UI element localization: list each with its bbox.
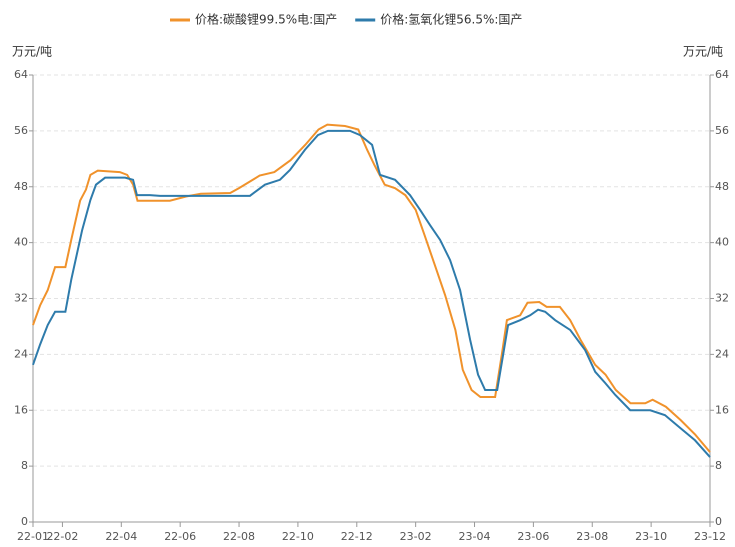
x-tick-label: 22-04 xyxy=(105,530,137,543)
y-axis-label: 万元/吨 xyxy=(12,45,52,59)
y-tick-label: 24 xyxy=(14,347,28,360)
x-tick-label: 22-08 xyxy=(223,530,255,543)
x-tick-label: 22-02 xyxy=(46,530,78,543)
y2-tick-label: 32 xyxy=(715,292,729,305)
x-tick-label: 22-12 xyxy=(341,530,373,543)
y2-axis-label: 万元/吨 xyxy=(683,45,723,59)
y2-tick-label: 24 xyxy=(715,347,729,360)
x-tick-label: 23-10 xyxy=(635,530,667,543)
y2-tick-label: 40 xyxy=(715,236,729,249)
x-tick-label: 23-04 xyxy=(459,530,491,543)
x-tick-label: 23-02 xyxy=(400,530,432,543)
y-tick-label: 48 xyxy=(14,180,28,193)
x-tick-label: 22-06 xyxy=(164,530,196,543)
x-tick-label: 22-10 xyxy=(282,530,314,543)
y-tick-label: 40 xyxy=(14,236,28,249)
y2-tick-label: 56 xyxy=(715,124,729,137)
y2-tick-label: 16 xyxy=(715,403,729,416)
y2-tick-label: 8 xyxy=(715,459,722,472)
x-tick-label: 23-06 xyxy=(517,530,549,543)
x-tick-label: 22-01 xyxy=(17,530,49,543)
y-tick-label: 56 xyxy=(14,124,28,137)
legend-label: 价格:碳酸锂99.5%电:国产 xyxy=(195,12,337,27)
x-tick-label: 23-12 xyxy=(694,530,726,543)
y2-tick-label: 64 xyxy=(715,68,729,81)
y-tick-label: 64 xyxy=(14,68,28,81)
y2-tick-label: 48 xyxy=(715,180,729,193)
y-tick-label: 8 xyxy=(21,459,28,472)
x-tick-label: 23-08 xyxy=(576,530,608,543)
y-tick-label: 16 xyxy=(14,403,28,416)
y2-tick-label: 0 xyxy=(715,515,722,528)
legend-label: 价格:氢氧化锂56.5%:国产 xyxy=(380,12,522,27)
y-tick-label: 0 xyxy=(21,515,28,528)
series-line xyxy=(32,123,711,453)
series-line xyxy=(32,129,711,458)
y-tick-label: 32 xyxy=(14,292,28,305)
